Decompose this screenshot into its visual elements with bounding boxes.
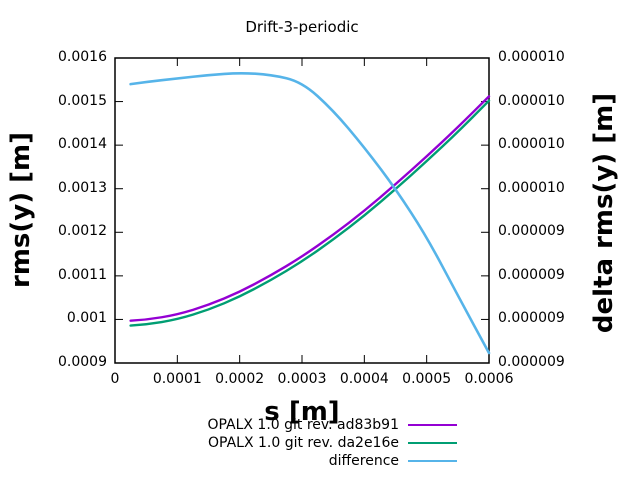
series-line-1: [129, 95, 491, 322]
legend-item: OPALX 1.0 git rev. ad83b91: [207, 416, 457, 434]
x-axis-label: s [m]: [264, 397, 340, 427]
y-axis-label-right: delta rms(y) [m]: [589, 92, 619, 334]
legend-line-sample: [408, 442, 457, 444]
y-right-tick-label: 0.000009: [498, 266, 565, 283]
y-right-tick-label: 0.000009: [498, 223, 565, 240]
y-left-tick-label: 0.0016: [58, 49, 107, 65]
legend-line-sample: [408, 460, 457, 462]
legend-label: difference: [328, 453, 399, 469]
x-tick-label: 0.0003: [277, 371, 327, 387]
legend-label: OPALX 1.0 git rev. ad83b91: [207, 417, 399, 433]
y-left-tick-label: 0.0014: [58, 136, 107, 153]
x-tick-label: 0.0005: [402, 371, 452, 387]
y-left-tick-label: 0.0012: [58, 223, 107, 240]
legend: OPALX 1.0 git rev. ad83b91 OPALX 1.0 git …: [0, 416, 457, 470]
y-left-tick-label: 0.001: [66, 310, 107, 327]
y-left-tick-label: 0.0013: [58, 179, 107, 196]
y-right-tick-label: 0.000009: [498, 310, 565, 327]
y-left-tick-label: 0.0011: [58, 266, 107, 283]
series-line-3: [129, 72, 491, 355]
x-tick-label: 0: [110, 371, 120, 387]
x-tick-label: 0.0001: [152, 371, 202, 387]
y-right-tick-label: 0.000010: [498, 49, 565, 65]
x-tick-label: 0.0002: [215, 371, 265, 387]
y-left-tick-label: 0.0015: [58, 92, 107, 109]
y-right-tick-label: 0.000010: [498, 179, 565, 196]
y-right-tick-label: 0.000010: [498, 136, 565, 153]
y-left-tick-label: 0.0009: [58, 354, 107, 370]
legend-item: OPALX 1.0 git rev. da2e16e: [208, 434, 457, 452]
x-tick-label: 0.0004: [339, 371, 389, 387]
plot-border: [114, 57, 490, 364]
legend-line-sample: [408, 424, 457, 426]
x-tick-label: 0.0006: [464, 371, 514, 387]
legend-item: difference: [329, 452, 457, 470]
legend-label: OPALX 1.0 git rev. da2e16e: [208, 435, 399, 451]
series-line-2: [129, 99, 491, 327]
chart-title: Drift-3-periodic: [245, 18, 359, 36]
y-right-tick-label: 0.000010: [498, 92, 565, 109]
y-axis-label-left: rms(y) [m]: [6, 131, 36, 289]
y-right-tick-label: 0.000009: [498, 354, 565, 370]
